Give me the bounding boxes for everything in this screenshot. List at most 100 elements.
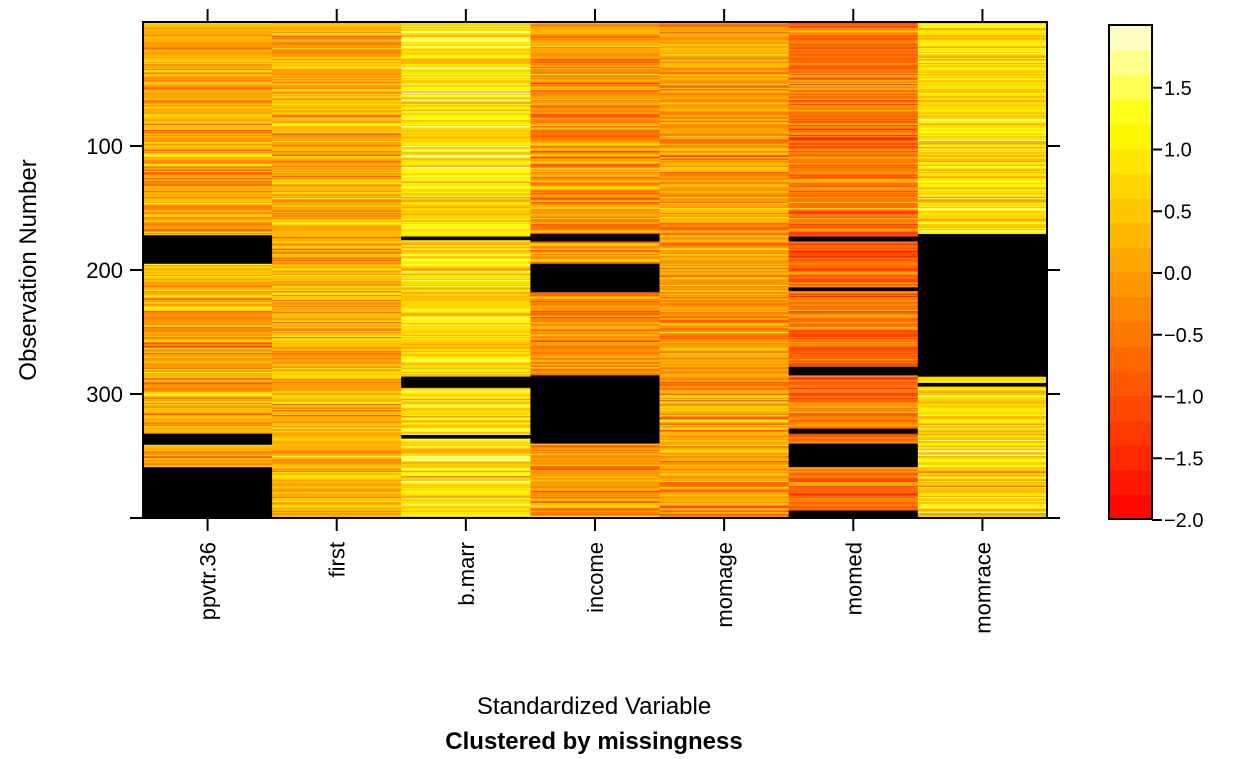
heatmap-cell bbox=[143, 101, 273, 104]
heatmap-cell bbox=[788, 401, 919, 404]
heatmap-cell bbox=[788, 34, 919, 37]
heatmap-cell bbox=[143, 366, 273, 369]
heatmap-cell bbox=[143, 493, 273, 496]
heatmap-cell bbox=[917, 123, 1048, 126]
heatmap-cell bbox=[788, 177, 919, 179]
heatmap-cell bbox=[917, 390, 1048, 393]
heatmap-cell bbox=[530, 340, 661, 343]
heatmap-cell bbox=[788, 493, 919, 496]
heatmap-cell bbox=[143, 334, 273, 337]
heatmap-cell bbox=[788, 75, 919, 78]
heatmap-cell bbox=[659, 480, 790, 483]
heatmap-cell bbox=[272, 384, 402, 386]
heatmap-cell bbox=[659, 451, 790, 453]
heatmap-cell bbox=[272, 49, 402, 52]
heatmap-cell bbox=[143, 395, 273, 398]
heatmap-cell bbox=[272, 358, 402, 360]
heatmap-cell bbox=[788, 111, 919, 114]
heatmap-cell bbox=[917, 371, 1048, 374]
heatmap-cell bbox=[143, 214, 273, 217]
heatmap-cell bbox=[788, 227, 919, 230]
heatmap-cell bbox=[143, 487, 273, 489]
heatmap-cell bbox=[788, 379, 919, 381]
heatmap-cell bbox=[272, 446, 402, 448]
heatmap-cell bbox=[272, 81, 402, 84]
heatmap-cell bbox=[788, 158, 919, 161]
heatmap-cell bbox=[143, 315, 273, 318]
heatmap-cell bbox=[530, 88, 661, 91]
heatmap-cell bbox=[272, 370, 402, 373]
heatmap-cell bbox=[917, 509, 1048, 512]
heatmap-cell bbox=[917, 345, 1048, 348]
heatmap-cell bbox=[401, 126, 531, 128]
y-axis-label: Observation Number bbox=[15, 159, 42, 380]
heatmap-cell bbox=[272, 371, 402, 374]
heatmap-cell bbox=[272, 79, 402, 81]
heatmap-cell bbox=[272, 478, 402, 481]
heatmap-cell bbox=[659, 39, 790, 42]
heatmap-cell bbox=[143, 132, 273, 135]
heatmap-cell bbox=[530, 426, 661, 429]
heatmap-cell bbox=[917, 257, 1048, 260]
heatmap-cell bbox=[788, 381, 919, 384]
heatmap-cell bbox=[530, 421, 661, 424]
heatmap-cell bbox=[272, 75, 402, 78]
heatmap-cell bbox=[143, 121, 273, 124]
heatmap-cell bbox=[917, 495, 1048, 498]
heatmap-cell bbox=[788, 467, 919, 469]
heatmap-cell bbox=[143, 411, 273, 414]
heatmap-cell bbox=[272, 155, 402, 158]
heatmap-cell bbox=[143, 406, 273, 409]
heatmap-cell bbox=[272, 501, 402, 504]
heatmap-cell bbox=[401, 395, 531, 398]
heatmap-cell bbox=[530, 180, 661, 183]
heatmap-cell bbox=[659, 75, 790, 78]
heatmap-cell bbox=[143, 510, 273, 513]
heatmap-cell bbox=[143, 501, 273, 504]
heatmap-cell bbox=[272, 302, 402, 305]
heatmap-cell bbox=[272, 152, 402, 155]
heatmap-cell bbox=[143, 433, 273, 436]
heatmap-cell bbox=[272, 235, 402, 238]
heatmap-cell bbox=[917, 287, 1048, 290]
heatmap-cell bbox=[917, 448, 1048, 451]
heatmap-cell bbox=[659, 453, 790, 456]
heatmap-cell bbox=[788, 116, 919, 119]
colorbar-segment bbox=[1109, 123, 1152, 150]
heatmap-cell bbox=[917, 241, 1048, 244]
heatmap-cell bbox=[788, 248, 919, 251]
heatmap-cell bbox=[143, 363, 273, 365]
heatmap-cell bbox=[272, 110, 402, 112]
heatmap-cell bbox=[788, 273, 919, 276]
heatmap-cell bbox=[917, 487, 1048, 489]
heatmap-cell bbox=[659, 102, 790, 105]
heatmap-cell bbox=[401, 138, 531, 141]
heatmap-cell bbox=[143, 283, 273, 286]
heatmap-cell bbox=[401, 369, 531, 372]
heatmap-cell bbox=[530, 444, 661, 447]
heatmap-cell bbox=[530, 206, 661, 209]
heatmap-cell bbox=[788, 463, 919, 466]
heatmap-cell bbox=[917, 260, 1048, 262]
heatmap-cell bbox=[659, 375, 790, 378]
heatmap-cell bbox=[143, 146, 273, 148]
heatmap-cell bbox=[530, 411, 661, 414]
heatmap-cell bbox=[530, 323, 661, 326]
heatmap-cell bbox=[659, 307, 790, 310]
heatmap-cell bbox=[143, 422, 273, 425]
heatmap-cell bbox=[788, 308, 919, 311]
heatmap-cell bbox=[401, 390, 531, 393]
heatmap-cell bbox=[143, 381, 273, 384]
heatmap-cell bbox=[917, 327, 1048, 329]
heatmap-cell bbox=[401, 231, 531, 234]
heatmap-cell bbox=[143, 181, 273, 184]
heatmap-cell bbox=[788, 505, 919, 508]
heatmap-cell bbox=[272, 234, 402, 236]
heatmap-cell bbox=[788, 494, 919, 497]
heatmap-cell bbox=[401, 284, 531, 287]
heatmap-cell bbox=[788, 230, 919, 233]
heatmap-cell bbox=[788, 201, 919, 204]
heatmap-cell bbox=[917, 432, 1048, 435]
heatmap-cell bbox=[401, 241, 531, 244]
heatmap-cell bbox=[143, 29, 273, 32]
